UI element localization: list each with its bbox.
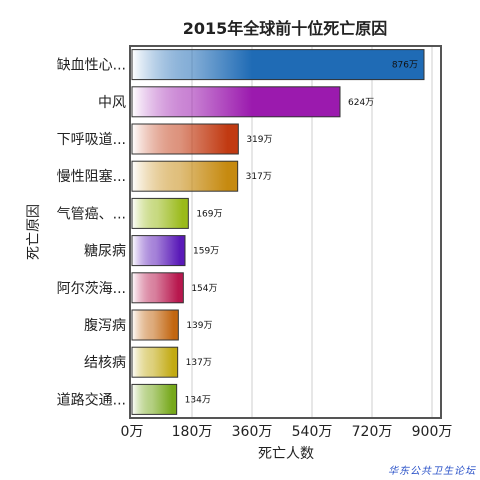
category-label: 结核病 [84,355,126,371]
bars: 876万 624万 319万 317万 169万 159万 154万 139万 137万 134万 [131,49,425,415]
category-label: 中风 [98,95,126,111]
bar [131,235,186,267]
bar-value-label: 876万 [392,61,418,71]
category-label: 下呼吸道... [57,132,126,148]
bar-value-label: 319万 [246,135,272,145]
category-label: 气管癌、... [57,206,126,222]
bar-value-label: 139万 [186,321,212,331]
bar [131,49,425,81]
x-tick-label: 540万 [292,424,333,440]
bar-value-label: 159万 [193,247,219,257]
category-label: 阿尔茨海... [57,281,126,297]
category-label: 糖尿病 [84,244,126,260]
category-label: 道路交通... [57,391,126,408]
category-label: 腹泻病 [84,317,126,334]
bar [131,86,341,118]
bar-value-label: 317万 [246,172,272,182]
chart-title: 2015年全球前十位死亡原因 [183,19,388,38]
bar [131,197,189,229]
x-tick-label: 720万 [352,424,393,440]
bar-value-label: 624万 [348,98,374,108]
bar-value-label: 137万 [186,358,212,368]
x-tick-labels: 0万 180万 360万 540万 720万 900万 [121,424,453,440]
y-axis-label: 死亡原因 [26,204,42,260]
x-tick-label: 900万 [412,424,453,440]
bar [131,160,239,192]
plot-frame [129,45,442,419]
bar [131,272,184,304]
x-axis-label: 死亡人数 [258,446,314,462]
bar-value-label: 134万 [185,395,211,405]
x-tick-label: 360万 [232,424,273,440]
bar [131,123,239,155]
bar-value-label: 169万 [196,209,222,219]
x-tick-label: 0万 [121,424,144,440]
bar [131,309,179,341]
x-tick-label: 180万 [172,424,213,440]
category-label: 慢性阻塞... [57,168,126,185]
category-label: 缺血性心... [57,58,126,74]
watermark-text: 华东公共卫生论坛 [388,465,476,477]
bar [131,346,179,378]
bar-value-label: 154万 [191,284,217,294]
bar [131,383,178,415]
